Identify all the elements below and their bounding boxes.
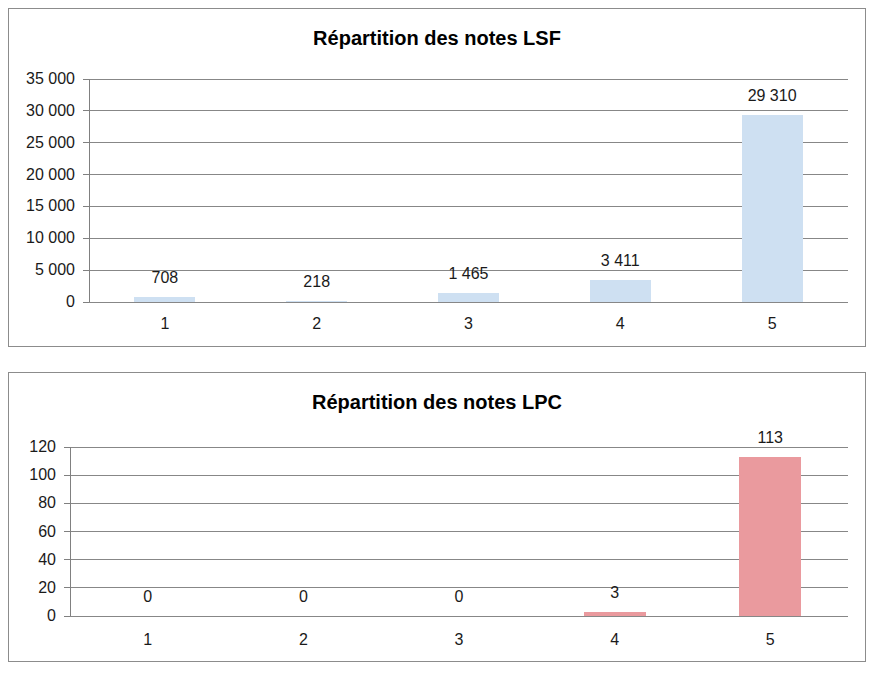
y-tick-label: 10 000 [5, 230, 75, 246]
x-category-label: 2 [267, 315, 367, 333]
gridline [89, 142, 848, 143]
gridline [89, 174, 848, 175]
bar-data-label: 113 [720, 429, 820, 447]
x-category-label: 4 [565, 631, 665, 649]
gridline [70, 616, 848, 617]
bar [134, 297, 195, 302]
bar-data-label: 1 465 [419, 265, 519, 283]
x-category-label: 3 [419, 315, 519, 333]
gridline [89, 79, 848, 80]
gridline [89, 110, 848, 111]
gridline [70, 475, 848, 476]
gridline [70, 559, 848, 560]
y-tick-label: 30 000 [5, 103, 75, 119]
y-tick-label: 0 [0, 608, 56, 624]
page: Répartition des notes LSF 05 00010 00015… [0, 0, 875, 673]
bar [590, 280, 651, 302]
bar [286, 301, 347, 302]
bar [742, 115, 803, 302]
y-tick-label: 20 [0, 580, 56, 596]
bar-data-label: 0 [98, 588, 198, 606]
x-category-label: 1 [115, 315, 215, 333]
bar [438, 293, 499, 302]
x-category-label: 5 [720, 631, 820, 649]
y-tick-label: 60 [0, 524, 56, 540]
x-category-label: 1 [98, 631, 198, 649]
y-tick-label: 80 [0, 495, 56, 511]
bar-data-label: 708 [115, 269, 215, 287]
bar-data-label: 29 310 [722, 87, 822, 105]
y-tick-label: 120 [0, 439, 56, 455]
bar-data-label: 0 [409, 588, 509, 606]
y-tick-label: 40 [0, 552, 56, 568]
gridline [70, 503, 848, 504]
x-category-label: 5 [722, 315, 822, 333]
lsf-chart-title: Répartition des notes LSF [9, 27, 865, 50]
y-axis-line [70, 447, 71, 616]
y-axis-line [89, 79, 90, 302]
bar [584, 612, 646, 616]
y-tick-label: 25 000 [5, 135, 75, 151]
y-tick-label: 35 000 [5, 71, 75, 87]
gridline [89, 206, 848, 207]
x-category-label: 2 [253, 631, 353, 649]
lpc-chart-title: Répartition des notes LPC [9, 391, 865, 414]
x-category-label: 4 [570, 315, 670, 333]
bar [739, 457, 801, 616]
y-tick-label: 0 [5, 294, 75, 310]
bar-data-label: 3 [565, 584, 665, 602]
lsf-chart-panel: Répartition des notes LSF 05 00010 00015… [8, 8, 866, 347]
x-category-label: 3 [409, 631, 509, 649]
y-tick-label: 100 [0, 467, 56, 483]
bar-data-label: 3 411 [570, 252, 670, 270]
y-tick-label: 15 000 [5, 198, 75, 214]
bar-data-label: 218 [267, 273, 367, 291]
y-tick-label: 20 000 [5, 167, 75, 183]
y-tick-label: 5 000 [5, 262, 75, 278]
bar-data-label: 0 [253, 588, 353, 606]
lpc-chart-panel: Répartition des notes LPC 02040608010012… [8, 372, 866, 662]
gridline [89, 238, 848, 239]
gridline [70, 531, 848, 532]
